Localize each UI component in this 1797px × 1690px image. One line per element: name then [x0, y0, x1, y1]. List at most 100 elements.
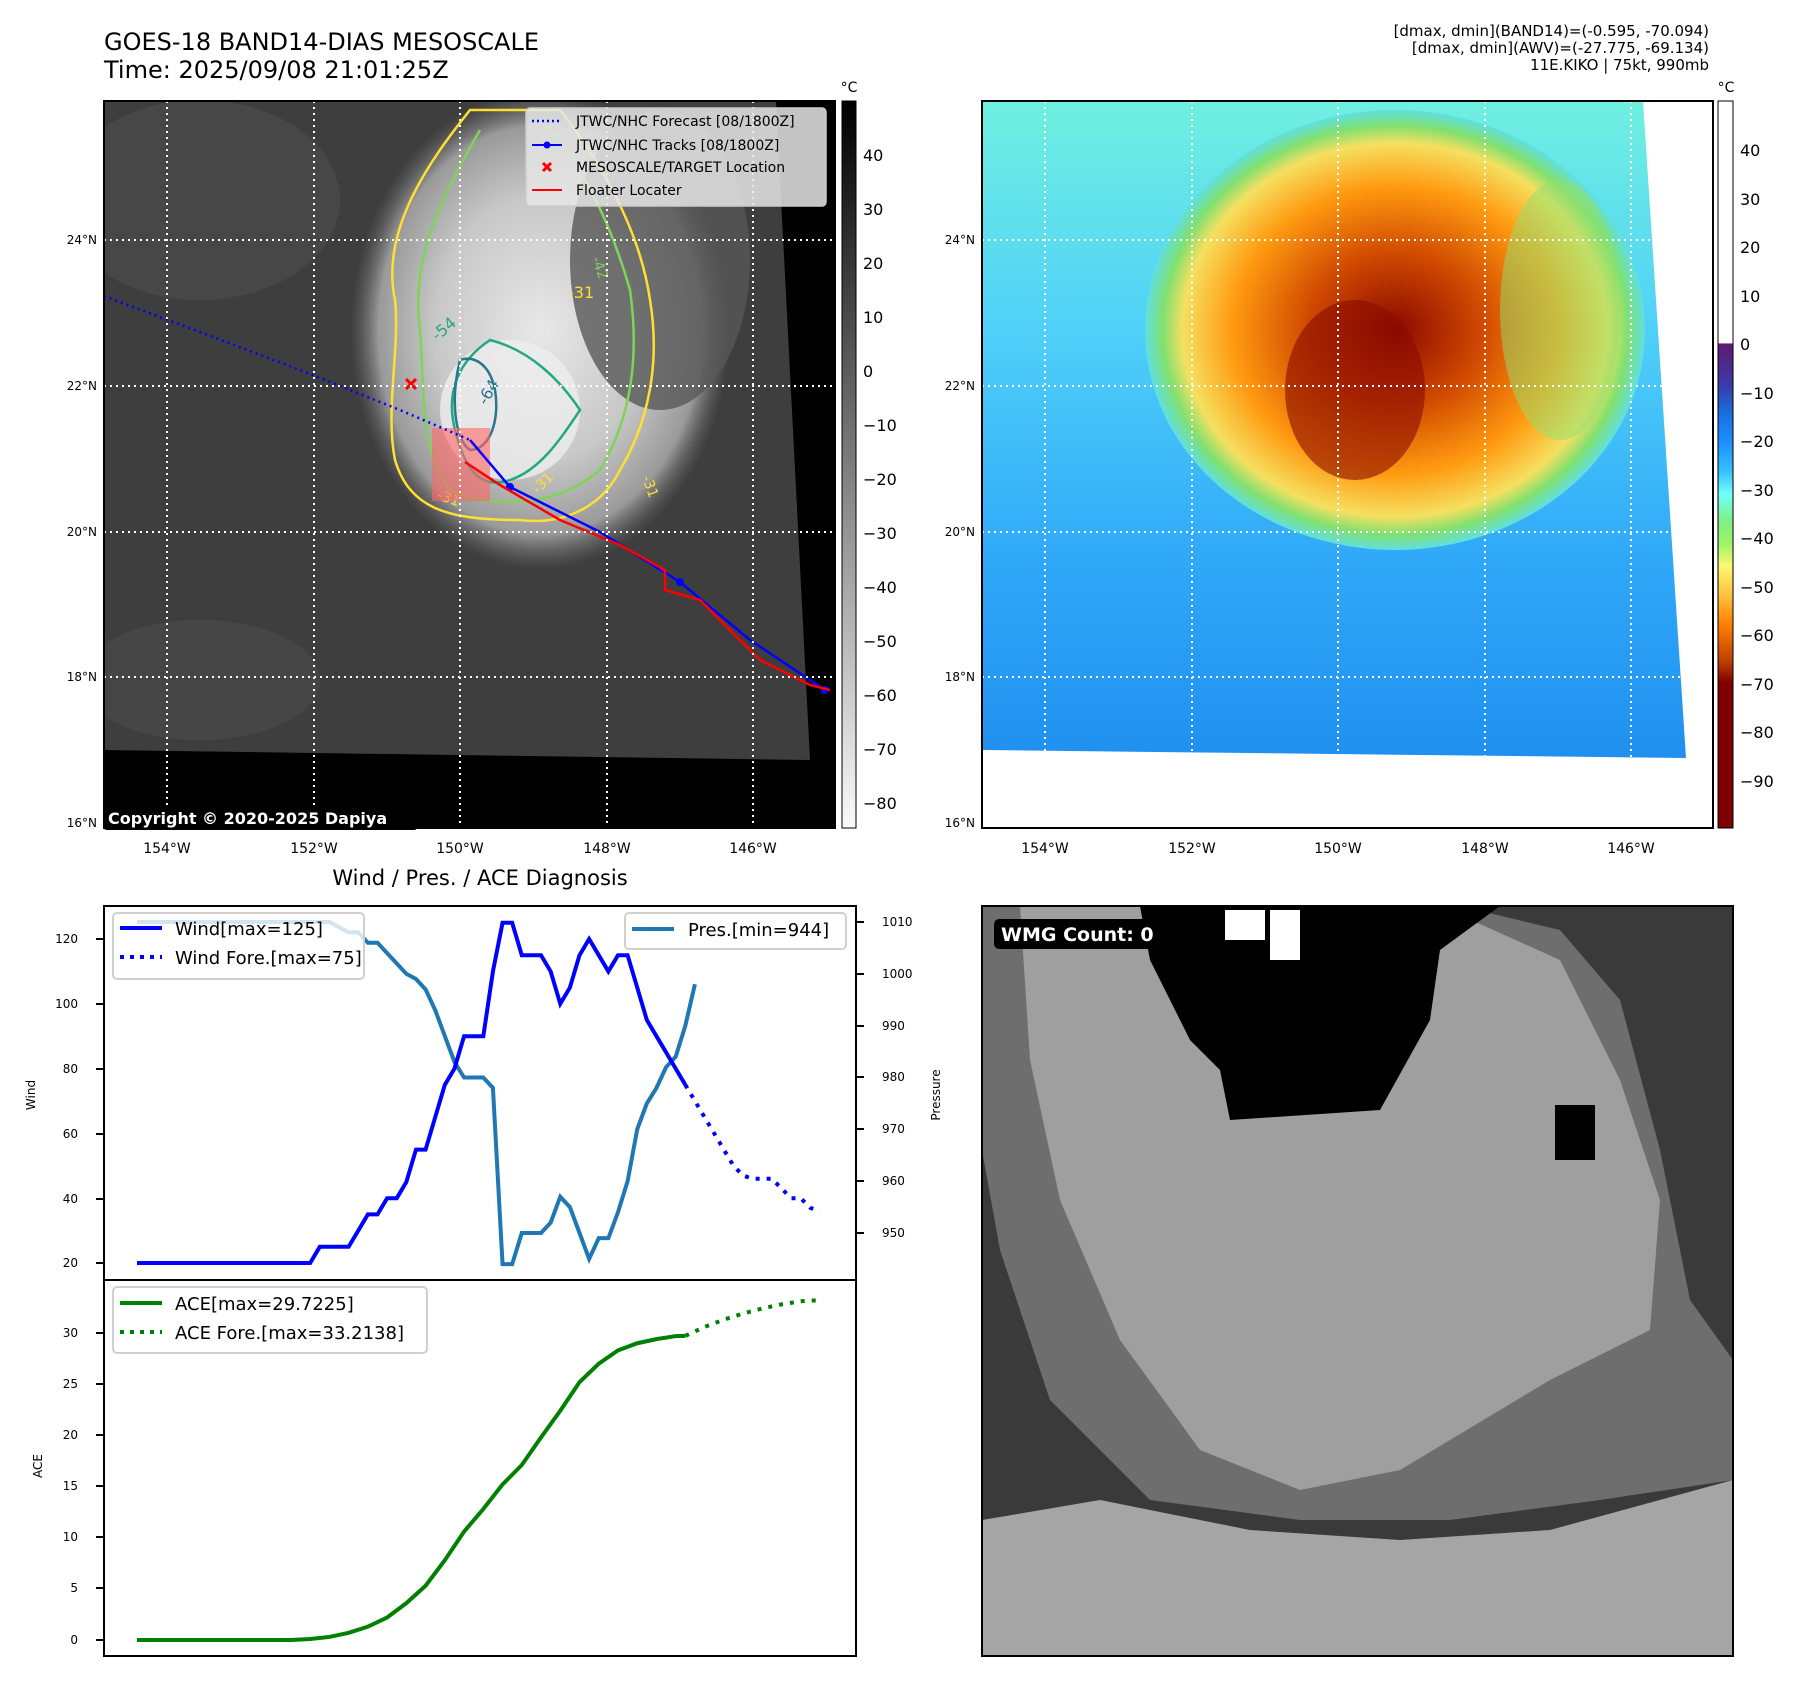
- ace-plot: [137, 1298, 821, 1642]
- lat-label: 24°N: [945, 233, 975, 247]
- ir-imagery: -31 -54 -64 -31 -31 -31 -42: [104, 101, 831, 760]
- lat-label: 16°N: [945, 816, 975, 830]
- title-line-1: GOES-18 BAND14-DIAS MESOSCALE: [104, 28, 540, 56]
- colorbar-tick: −70: [1740, 675, 1774, 694]
- wmg-panel: WMG Count: 0: [981, 905, 1734, 1657]
- ir-gridlines: [104, 101, 835, 828]
- colorbar-tick: −10: [863, 416, 897, 435]
- lat-label: 22°N: [945, 379, 975, 393]
- colorbar-tick: −80: [863, 794, 897, 813]
- ace-ytick: 10: [63, 1530, 78, 1544]
- wind-ytick: 40: [63, 1192, 78, 1206]
- ir-colorbar-unit: °C: [841, 80, 858, 96]
- colorbar-tick: −20: [1740, 432, 1774, 451]
- colorbar-tick: −50: [1740, 578, 1774, 597]
- wind-ytick: 120: [55, 932, 78, 946]
- figure-title: GOES-18 BAND14-DIAS MESOSCALE Time: 2025…: [104, 28, 539, 84]
- diagnosis-title: Wind / Pres. / ACE Diagnosis: [332, 866, 627, 890]
- legend-tracks-label: JTWC/NHC Tracks [08/1800Z]: [575, 138, 779, 154]
- colorbar-tick: 10: [863, 308, 883, 327]
- lon-label: 152°W: [290, 841, 338, 857]
- legend-target-label: MESOSCALE/TARGET Location: [576, 160, 785, 176]
- awv-colorbar-ticks: 40 30 20 10 0 −10 −20 −30 −40 −50 −60 −7…: [1740, 141, 1774, 791]
- info-line-storm: 11E.KIKO | 75kt, 990mb: [1530, 56, 1709, 74]
- lon-label: 154°W: [1021, 841, 1069, 857]
- colorbar-tick: 0: [863, 362, 873, 381]
- wind-ytick: 100: [55, 997, 78, 1011]
- colorbar-tick: −60: [863, 686, 897, 705]
- contour-label-31a: -31: [568, 283, 594, 302]
- lon-label: 152°W: [1168, 841, 1216, 857]
- ace-legend: [112, 1286, 428, 1354]
- track-point: [676, 578, 684, 586]
- awv-map-border: [981, 100, 1714, 829]
- awv-imagery: [982, 101, 1686, 758]
- pressure-ytick: 980: [882, 1070, 905, 1084]
- pressure-ylabel: Pressure: [929, 1069, 943, 1120]
- ace-yticks: 30 25 20 15 10 5 0: [63, 1326, 78, 1647]
- ace-ytick: 20: [63, 1428, 78, 1442]
- contour-label-31c: -31: [638, 473, 661, 500]
- info-line-awv: [dmax, dmin](AWV)=(-27.775, -69.134): [1411, 39, 1709, 57]
- lat-label: 18°N: [67, 670, 97, 684]
- pressure-ytick-marks: [856, 921, 864, 1234]
- awv-gridlines: [982, 101, 1713, 758]
- colorbar-tick: 40: [863, 146, 883, 165]
- ir-colorbar: [841, 100, 857, 829]
- colorbar-tick: −50: [863, 632, 897, 651]
- pressure-ytick: 1010: [882, 915, 913, 929]
- legend-ace-fore-label: ACE Fore.[max=33.2138]: [175, 1323, 404, 1344]
- contour-label-42: -42: [588, 254, 611, 281]
- lon-label: 148°W: [1461, 841, 1509, 857]
- lon-label: 146°W: [1607, 841, 1655, 857]
- wind-legend: [112, 912, 365, 980]
- ace-ytick: 0: [70, 1633, 78, 1647]
- awv-colorbar: [1717, 100, 1734, 829]
- copyright-text: Copyright © 2020-2025 Dapiya: [108, 809, 387, 828]
- colorbar-tick: 40: [1740, 141, 1760, 160]
- colorbar-tick: −60: [1740, 626, 1774, 645]
- ace-ytick: 15: [63, 1479, 78, 1493]
- lat-label: 20°N: [945, 525, 975, 539]
- lon-label: 150°W: [436, 841, 484, 857]
- wind-ylabel: Wind: [24, 1080, 38, 1110]
- legend-floater-label: Floater Locater: [576, 183, 682, 199]
- wind-ytick: 60: [63, 1127, 78, 1141]
- lon-label: 150°W: [1314, 841, 1362, 857]
- ace-ytick: 5: [70, 1581, 78, 1595]
- colorbar-tick: −40: [1740, 529, 1774, 548]
- legend-wind-label: Wind[max=125]: [175, 919, 323, 940]
- ir-map-border: [103, 100, 836, 829]
- wmg-count-label: WMG Count: 0: [1001, 924, 1154, 946]
- colorbar-tick: −90: [1740, 772, 1774, 791]
- colorbar-tick: 0: [1740, 335, 1750, 354]
- awv-colorbar-unit: °C: [1718, 80, 1735, 96]
- colorbar-tick: 10: [1740, 287, 1760, 306]
- copyright-badge: [103, 805, 418, 830]
- colorbar-tick: 20: [1740, 238, 1760, 257]
- ace-ytick: 25: [63, 1377, 78, 1391]
- pressure-ytick: 1000: [882, 967, 913, 981]
- lat-label: 20°N: [67, 525, 97, 539]
- pressure-ytick: 970: [882, 1122, 905, 1136]
- wind-yticks: 120 100 80 60 40 20: [55, 932, 78, 1270]
- ace-line: [137, 1333, 686, 1642]
- wind-ytick: 80: [63, 1062, 78, 1076]
- colorbar-tick: −80: [1740, 723, 1774, 742]
- mesoscale-box: [432, 428, 490, 501]
- lat-label: 18°N: [945, 670, 975, 684]
- colorbar-tick: −20: [863, 470, 897, 489]
- legend-ace-label: ACE[max=29.7225]: [175, 1294, 354, 1315]
- legend-pressure-label: Pres.[min=944]: [688, 920, 829, 941]
- awv-lon-labels: 154°W 152°W 150°W 148°W 146°W: [1021, 841, 1655, 857]
- ace-ytick: 30: [63, 1326, 78, 1340]
- ir-legend: [525, 107, 827, 207]
- ir-colorbar-ticks: 40 30 20 10 0 −10 −20 −30 −40 −50 −60 −7…: [863, 146, 897, 813]
- lon-label: 148°W: [583, 841, 631, 857]
- awv-lat-labels: 24°N 22°N 20°N 18°N 16°N: [945, 233, 975, 830]
- wind-ytick-marks: [96, 938, 104, 1264]
- lon-label: 146°W: [729, 841, 777, 857]
- colorbar-tick: −30: [1740, 481, 1774, 500]
- lat-label: 22°N: [67, 379, 97, 393]
